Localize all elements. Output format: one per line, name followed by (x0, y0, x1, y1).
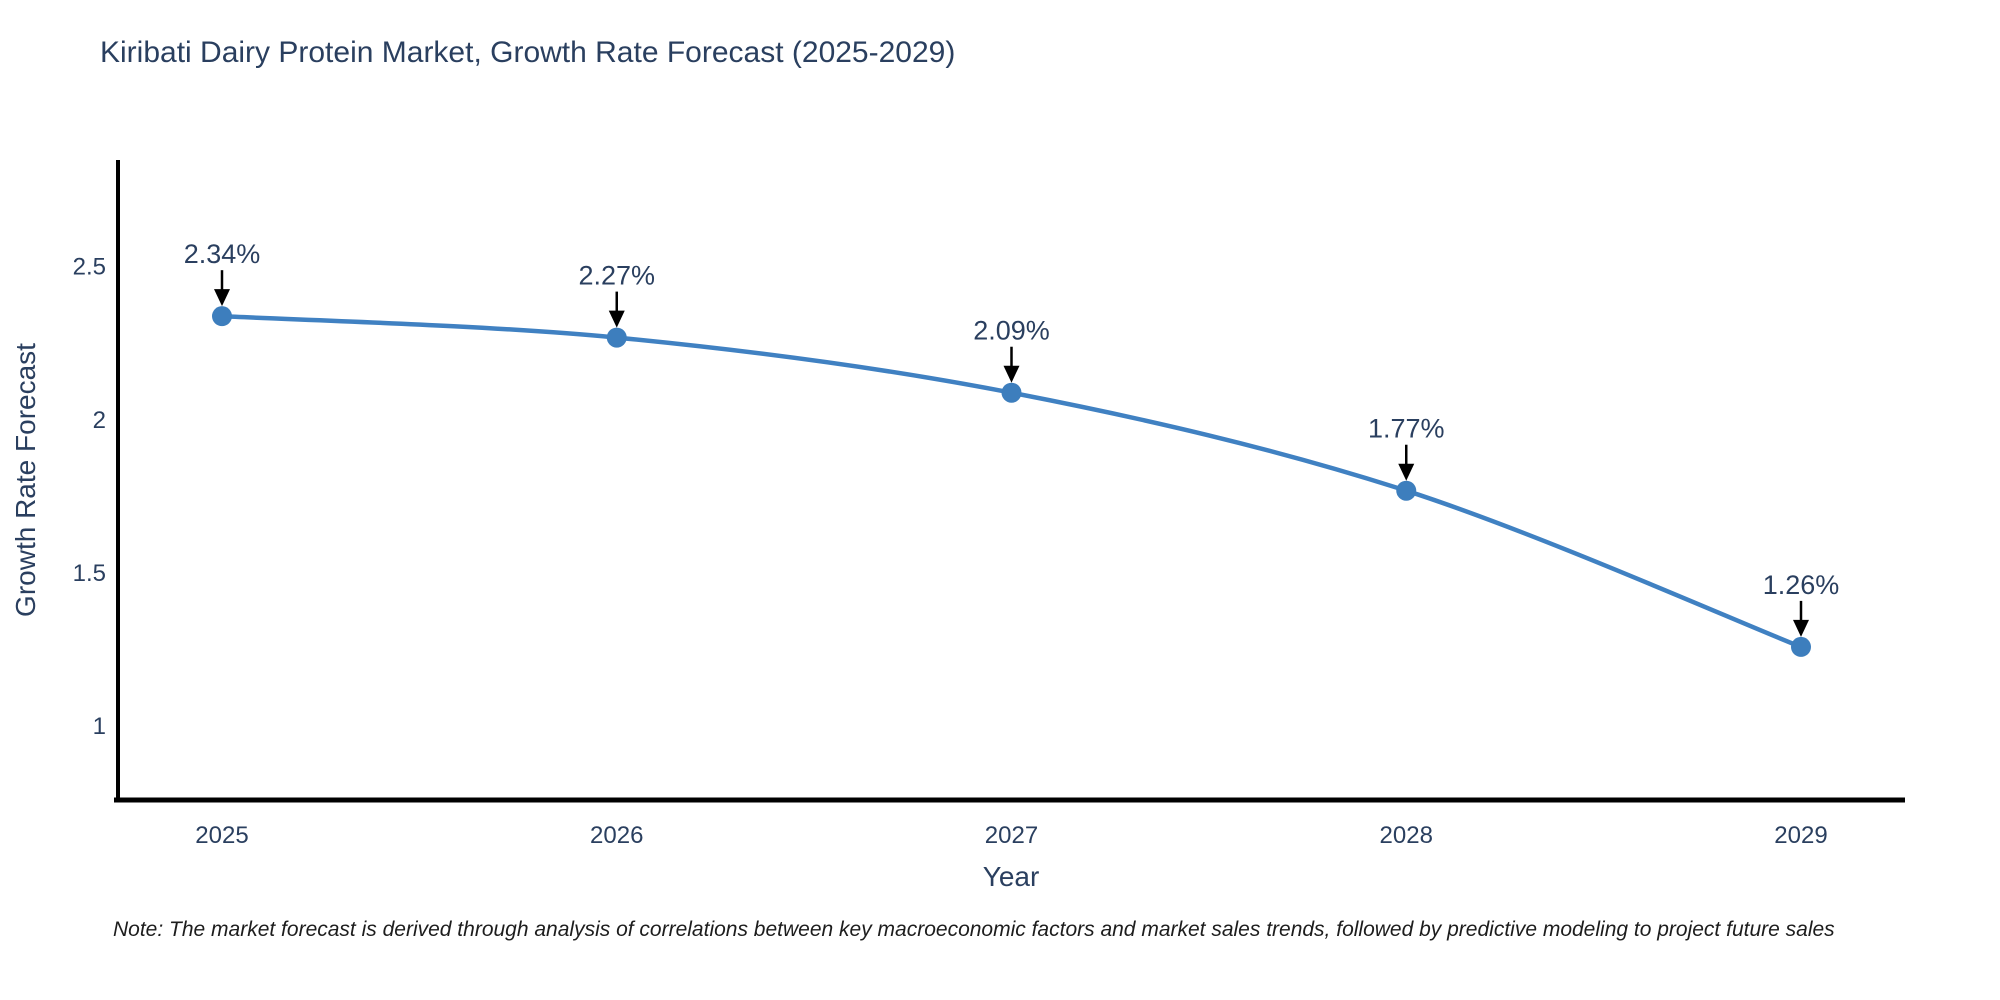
chart-title: Kiribati Dairy Protein Market, Growth Ra… (100, 36, 956, 69)
data-point-2025[interactable] (212, 306, 232, 327)
annotation-arrowhead-icon (608, 310, 625, 328)
annotation-arrowhead-icon (1793, 619, 1809, 637)
data-point-2028[interactable] (1396, 480, 1417, 501)
data-point-2029[interactable] (1791, 636, 1811, 657)
x-tick-label: 2025 (195, 822, 248, 849)
point-value-label: 1.77% (1368, 414, 1445, 444)
chart-footnote: Note: The market forecast is derived thr… (113, 918, 1835, 941)
y-tick-label: 1 (93, 713, 106, 740)
point-value-label: 2.09% (973, 316, 1050, 346)
data-point-2026[interactable] (606, 327, 627, 348)
point-value-label: 2.27% (578, 261, 655, 291)
x-tick-label: 2029 (1774, 822, 1827, 849)
x-tick-label: 2027 (985, 822, 1038, 849)
data-point-2027[interactable] (1001, 382, 1022, 403)
point-value-label: 2.34% (184, 239, 261, 269)
y-tick-label: 2.5 (73, 254, 106, 281)
annotation-arrowhead-icon (1003, 365, 1020, 383)
x-tick-label: 2026 (590, 822, 643, 849)
annotation-arrowhead-icon (214, 289, 230, 307)
point-value-label: 1.26% (1763, 570, 1840, 600)
x-axis-title: Year (982, 861, 1040, 892)
x-tick-label: 2028 (1380, 822, 1433, 849)
y-tick-label: 2 (93, 407, 106, 434)
y-tick-label: 1.5 (73, 560, 106, 587)
annotation-arrowhead-icon (1398, 463, 1415, 481)
